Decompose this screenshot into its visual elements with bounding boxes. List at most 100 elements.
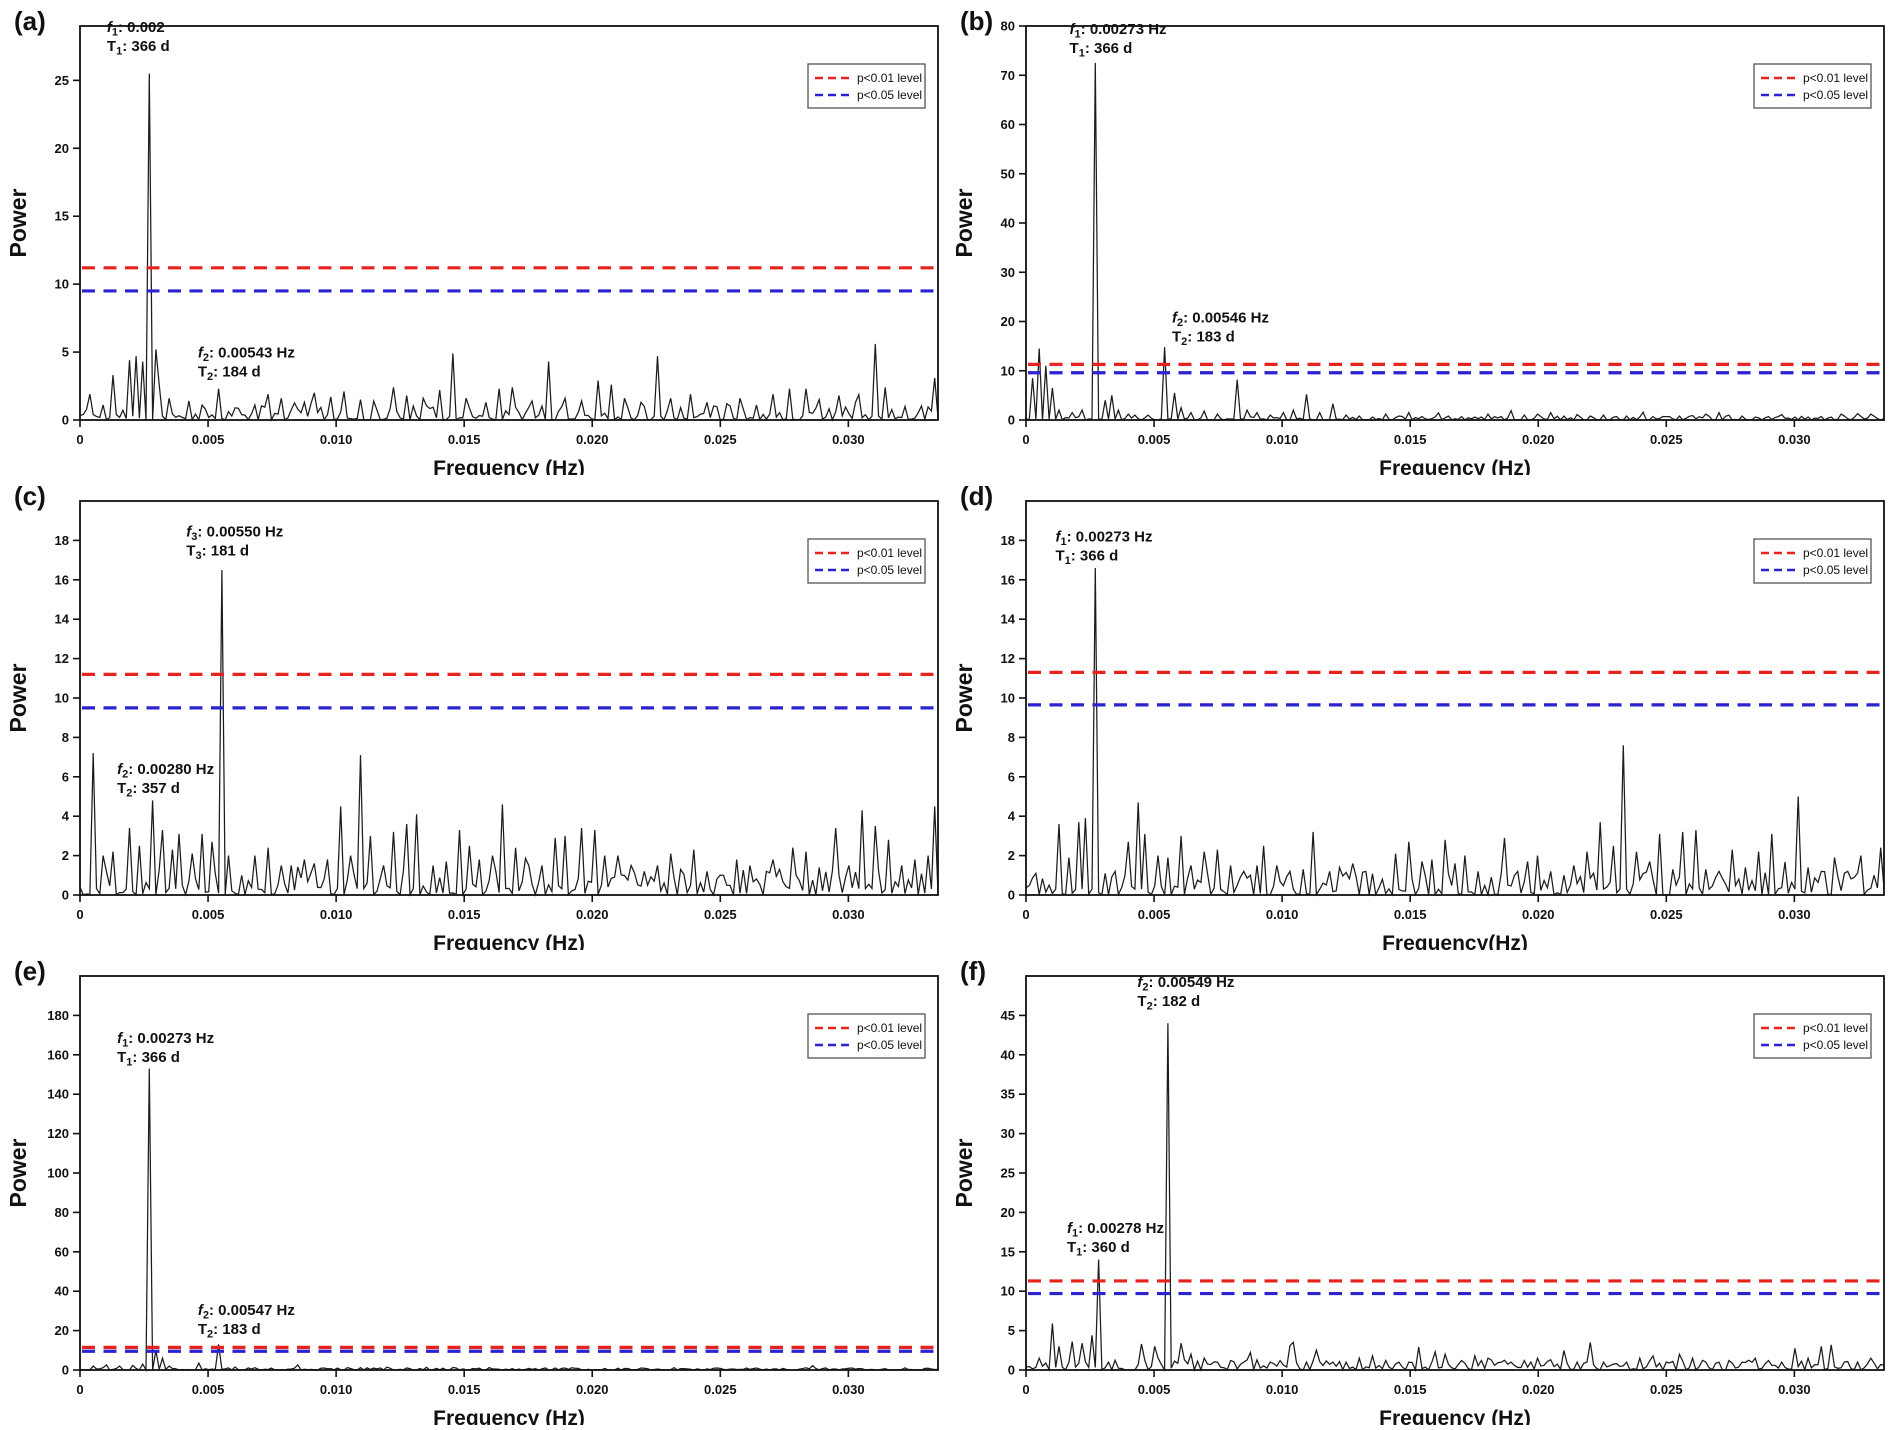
x-tick-label: 0.030: [1778, 907, 1811, 922]
y-tick-label: 20: [1001, 1205, 1015, 1220]
y-tick-label: 6: [1008, 769, 1015, 784]
x-tick-label: 0.020: [576, 907, 609, 922]
x-tick-label: 0.025: [1650, 1382, 1683, 1397]
y-tick-label: 4: [62, 809, 70, 824]
y-tick-label: 0: [1008, 1363, 1015, 1378]
plot-border: [79, 25, 939, 421]
y-tick-label: 18: [1001, 533, 1015, 548]
peak-frequency-annotation-2: f1: 0.00278 Hz: [1067, 1220, 1164, 1240]
x-axis-title: Frequency (Hz): [433, 1407, 585, 1425]
y-tick-label: 35: [1001, 1087, 1015, 1102]
peak-period-annotation-1: T1: 366 d: [117, 1049, 180, 1069]
y-tick-label: 40: [1001, 216, 1015, 231]
legend-entry-label: p<0.05 level: [857, 1038, 922, 1052]
panel-e-label: (e): [14, 956, 46, 986]
x-tick-label: 0.005: [192, 432, 225, 447]
x-tick-label: 0.030: [832, 1382, 865, 1397]
x-tick-label: 0.025: [704, 1382, 737, 1397]
x-tick-label: 0.005: [1138, 907, 1171, 922]
x-tick-label: 0.020: [576, 1382, 609, 1397]
panel-a: (a) 0 0.005 0.010 0.015 0.020 0.025 0.030 0 5 10 1…: [0, 0, 946, 480]
y-tick-label: 40: [1001, 1047, 1015, 1062]
panel-c: (c) 0 0.005 0.010 0.015 0.020 0.025 0.030 0 2 4 6 8…: [0, 475, 946, 955]
x-tick-label: 0.015: [448, 432, 481, 447]
y-tick-label: 10: [1001, 1284, 1015, 1299]
panel-e: (e) 0 0.005 0.010 0.015 0.020 0.025 0.030 0 20 40…: [0, 950, 946, 1430]
legend-entry-label: p<0.01 level: [857, 71, 922, 85]
y-tick-label: 12: [55, 651, 69, 666]
y-axis-title: Power: [5, 663, 31, 732]
x-tick-label: 0.005: [1138, 1382, 1171, 1397]
y-tick-label: 14: [55, 612, 70, 627]
x-tick-label: 0.005: [192, 907, 225, 922]
x-axis-title: Frequency (Hz): [1379, 457, 1531, 475]
x-tick-label: 0: [76, 907, 83, 922]
y-axis-title: Power: [5, 188, 31, 257]
y-tick-label: 20: [55, 1323, 69, 1338]
peak-frequency-annotation-1: f3: 0.00550 Hz: [186, 523, 283, 543]
spectrum-line: [1025, 567, 1885, 897]
y-tick-label: 6: [62, 769, 69, 784]
x-tick-label: 0.020: [1522, 1382, 1555, 1397]
peak-frequency-annotation-1: f2: 0.00549 Hz: [1137, 974, 1234, 994]
panel-d: (d) 0 0.005 0.010 0.015 0.020 0.025 0.030 0 2 4 6 8…: [946, 475, 1892, 955]
x-tick-label: 0.020: [1522, 907, 1555, 922]
peak-frequency-annotation-1: f1: 0.00273 Hz: [117, 1030, 214, 1050]
x-tick-label: 0.030: [1778, 1382, 1811, 1397]
panel-d-label: (d): [960, 481, 994, 511]
peak-frequency-annotation-2: f2: 0.00546 Hz: [1172, 309, 1269, 329]
x-tick-label: 0: [76, 432, 83, 447]
y-tick-label: 100: [47, 1166, 69, 1181]
panel-d-chart: 0 0.005 0.010 0.015 0.020 0.025 0.030 0 2 4 6 8 10 12…: [951, 500, 1885, 955]
x-tick-label: 0.010: [320, 907, 353, 922]
panel-a-label: (a): [14, 6, 46, 36]
x-axis-title: Frequency (Hz): [1379, 1407, 1531, 1425]
x-tick-label: 0.020: [1522, 432, 1555, 447]
y-tick-label: 70: [1001, 68, 1015, 83]
x-axis-title: Frequency(Hz): [1382, 932, 1528, 950]
peak-frequency-annotation-1: f1: 0.002: [107, 19, 165, 39]
y-tick-label: 20: [1001, 314, 1015, 329]
legend-entry-label: p<0.01 level: [1803, 546, 1868, 560]
x-tick-label: 0: [1022, 907, 1029, 922]
y-tick-label: 50: [1001, 166, 1015, 181]
x-tick-label: 0.015: [448, 1382, 481, 1397]
spectrum-line: [79, 569, 939, 897]
y-tick-label: 0: [1008, 888, 1015, 903]
y-tick-label: 140: [47, 1087, 69, 1102]
y-tick-label: 20: [55, 141, 69, 156]
y-tick-label: 0: [1008, 413, 1015, 428]
panel-f-label: (f): [960, 956, 986, 986]
panel-b: (b) 0 0.005 0.010 0.015 0.020 0.025 0.030 0 10 20…: [946, 0, 1892, 480]
peak-period-annotation-2: T2: 357 d: [117, 780, 180, 800]
y-tick-label: 60: [1001, 117, 1015, 132]
spectrum-line: [1025, 1023, 1885, 1373]
x-tick-label: 0: [1022, 1382, 1029, 1397]
legend-box: [1753, 63, 1872, 109]
y-tick-label: 8: [1008, 730, 1015, 745]
y-tick-label: 8: [62, 730, 69, 745]
x-tick-label: 0: [76, 1382, 83, 1397]
peak-period-annotation-1: T2: 182 d: [1137, 993, 1200, 1013]
y-tick-label: 30: [1001, 1126, 1015, 1141]
legend-box: [807, 1013, 926, 1059]
x-tick-label: 0.010: [320, 1382, 353, 1397]
peak-frequency-annotation-2: f2: 0.00280 Hz: [117, 761, 214, 781]
x-tick-label: 0.015: [1394, 907, 1427, 922]
panel-a-chart: 0 0.005 0.010 0.015 0.020 0.025 0.030 0 5 10 15 20 2…: [5, 19, 939, 480]
x-tick-label: 0.030: [832, 432, 865, 447]
legend-entry-label: p<0.05 level: [1803, 1038, 1868, 1052]
legend-entry-label: p<0.05 level: [857, 88, 922, 102]
x-tick-label: 0.010: [1266, 907, 1299, 922]
x-tick-label: 0.025: [704, 432, 737, 447]
y-tick-label: 25: [55, 73, 69, 88]
peak-frequency-annotation-2: f2: 0.00543 Hz: [198, 345, 295, 365]
panel-f: (f) 0 0.005 0.010 0.015 0.020 0.025 0.030 0 5 10 1…: [946, 950, 1892, 1430]
panel-c-label: (c): [14, 481, 46, 511]
panel-b-label: (b): [960, 6, 994, 36]
y-tick-label: 30: [1001, 265, 1015, 280]
legend-entry-label: p<0.01 level: [857, 546, 922, 560]
legend-box: [1753, 538, 1872, 584]
legend-entry-label: p<0.01 level: [1803, 71, 1868, 85]
x-tick-label: 0.010: [1266, 1382, 1299, 1397]
